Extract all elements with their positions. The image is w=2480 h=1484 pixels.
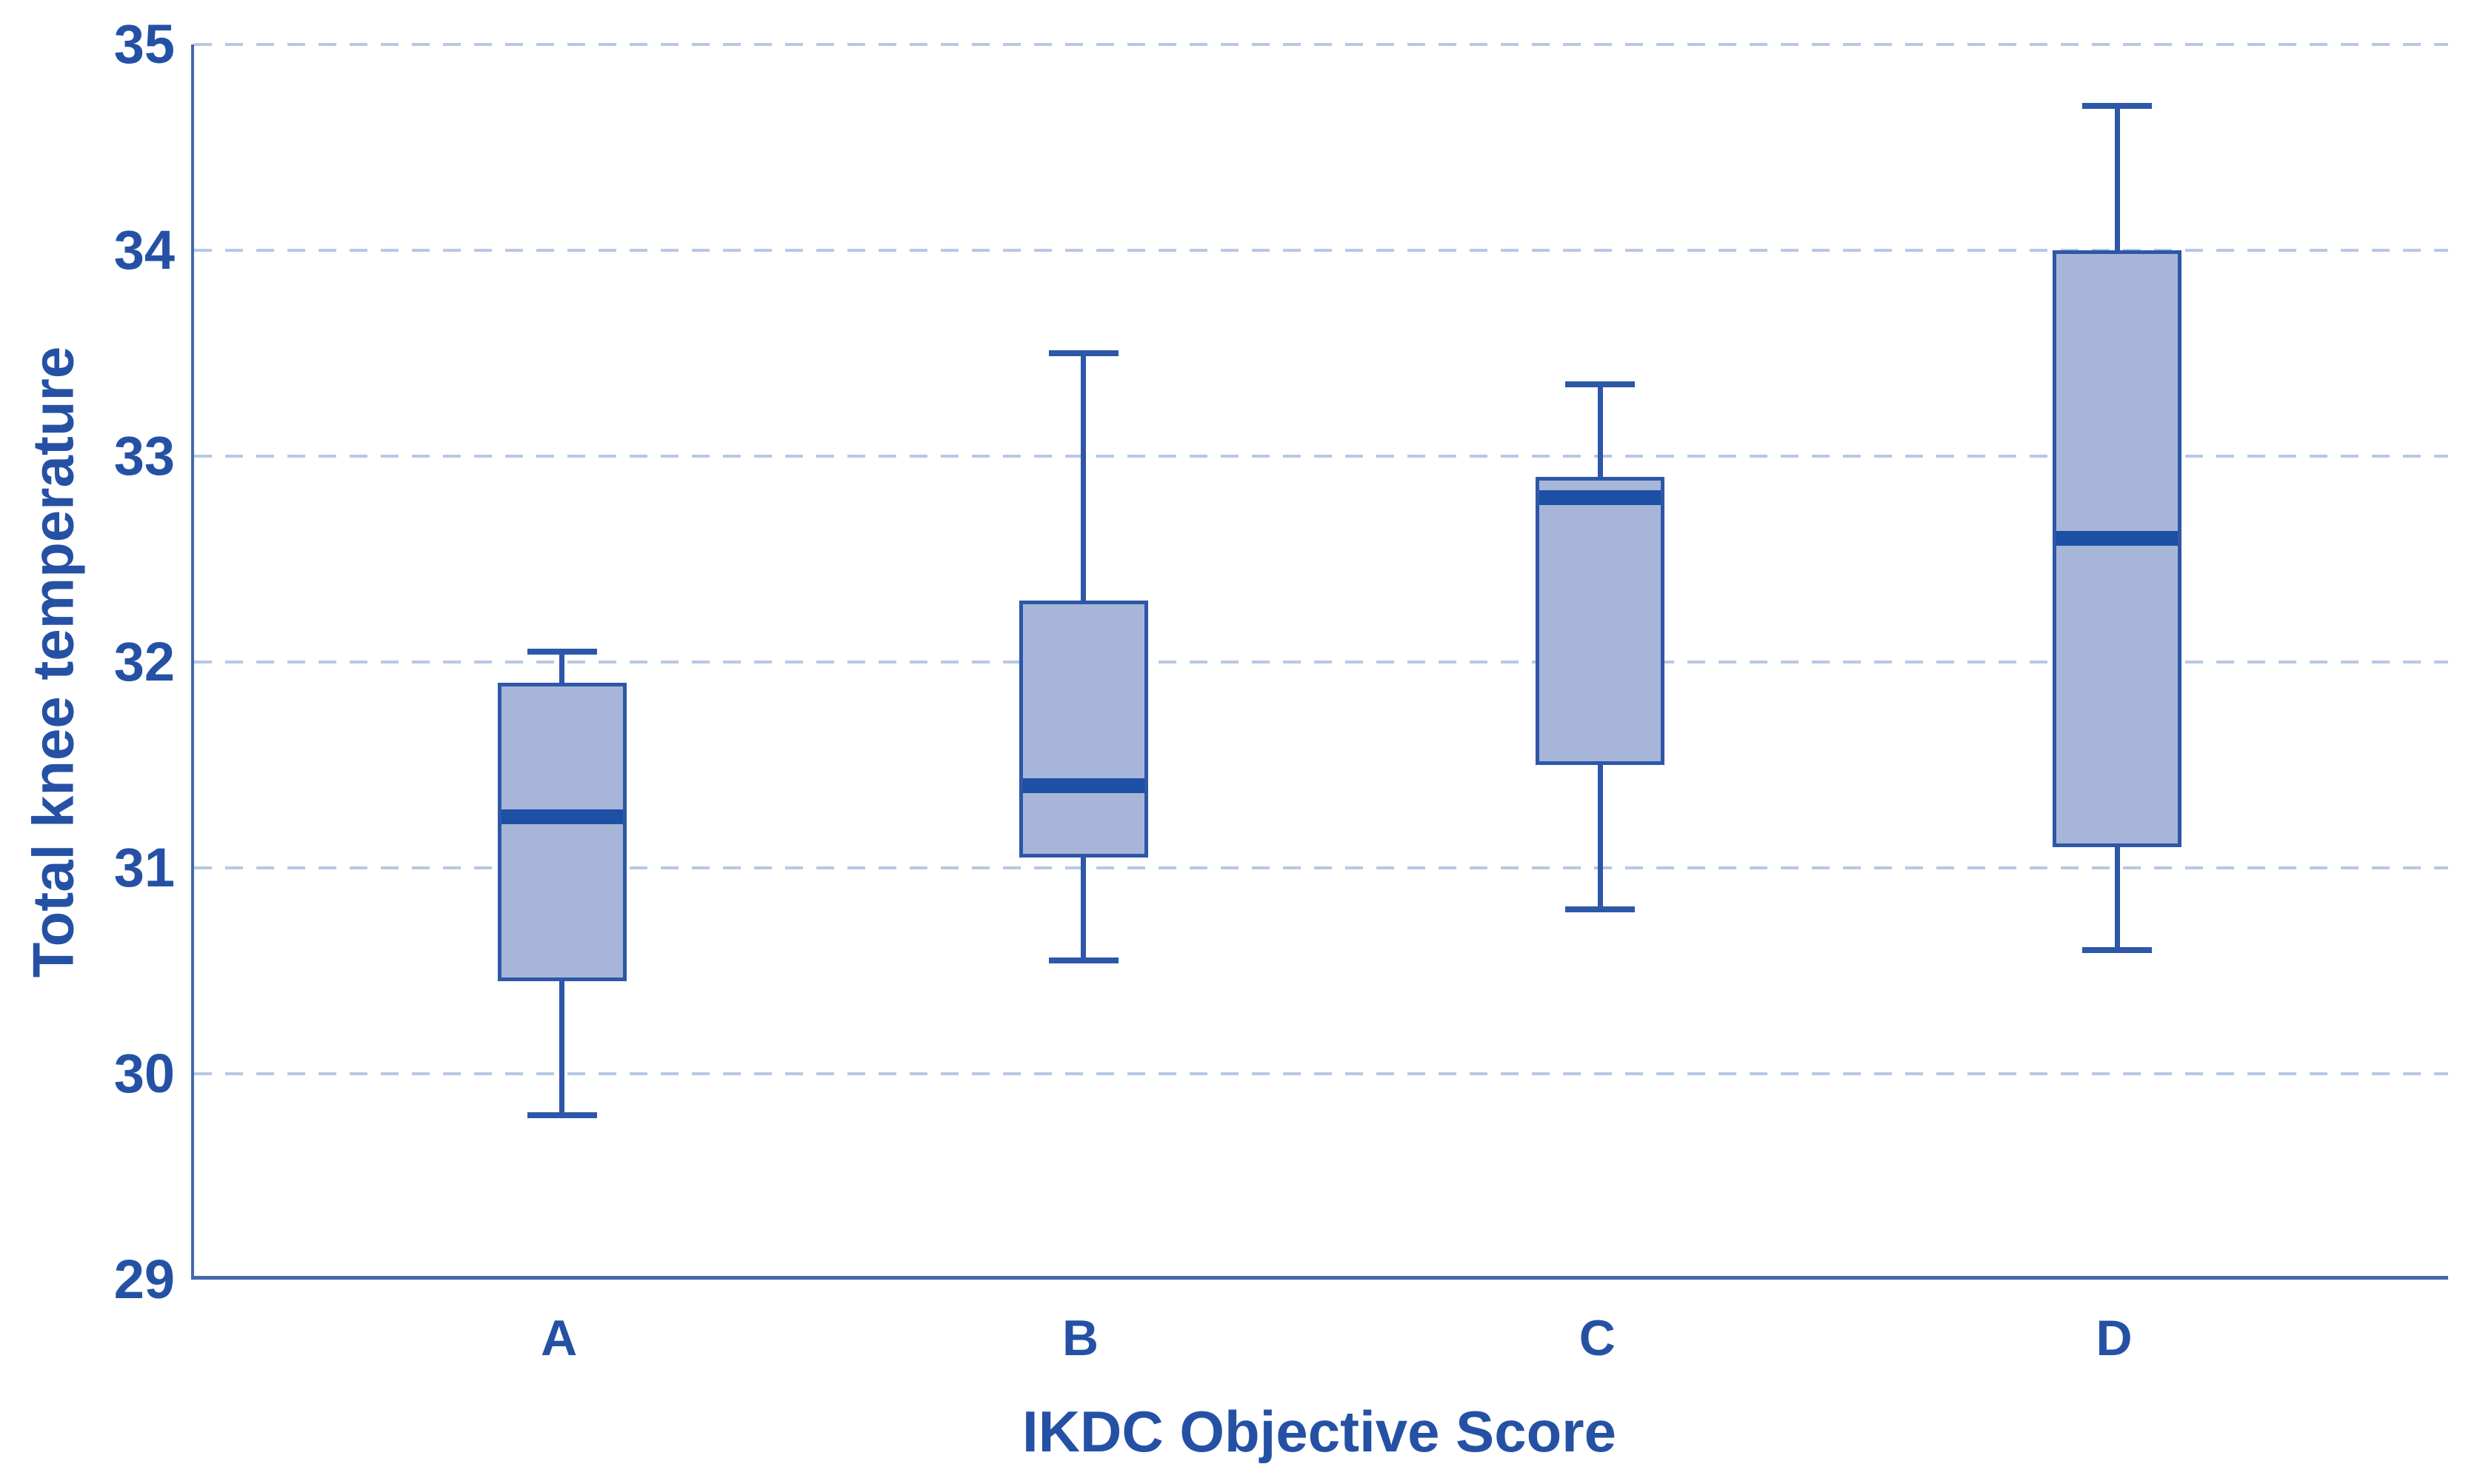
lower-whisker-cap-C xyxy=(1565,906,1636,912)
upper-whisker-C xyxy=(1597,384,1603,477)
gridline-y-34 xyxy=(194,249,2448,252)
x-tick-label-A: A xyxy=(541,1310,578,1366)
y-tick-label-34: 34 xyxy=(113,219,175,281)
box-D xyxy=(2053,250,2182,848)
upper-whisker-A xyxy=(559,652,565,683)
lower-whisker-B xyxy=(1081,858,1087,961)
y-tick-label-32: 32 xyxy=(113,631,175,692)
median-line-B xyxy=(1022,778,1144,793)
y-tick-label-29: 29 xyxy=(113,1249,175,1310)
gridline-y-30 xyxy=(194,1072,2448,1075)
upper-whisker-B xyxy=(1081,353,1087,601)
lower-whisker-cap-A xyxy=(527,1112,597,1118)
y-tick-label-30: 30 xyxy=(113,1043,175,1104)
median-line-A xyxy=(501,809,623,824)
gridline-y-33 xyxy=(194,455,2448,458)
upper-whisker-cap-B xyxy=(1048,350,1119,356)
gridline-y-32 xyxy=(194,661,2448,664)
box-A xyxy=(497,682,627,981)
lower-whisker-cap-D xyxy=(2082,947,2153,954)
lower-whisker-cap-B xyxy=(1048,957,1119,964)
y-tick-label-31: 31 xyxy=(113,837,175,898)
median-line-C xyxy=(1539,489,1661,505)
box-C xyxy=(1536,476,1665,765)
box-B xyxy=(1019,600,1148,858)
lower-whisker-A xyxy=(559,980,565,1115)
y-tick-label-35: 35 xyxy=(113,13,175,75)
x-tick-label-D: D xyxy=(2096,1310,2133,1366)
upper-whisker-cap-D xyxy=(2082,103,2153,110)
median-line-D xyxy=(2056,531,2179,547)
x-tick-label-C: C xyxy=(1579,1310,1616,1366)
gridline-y-35 xyxy=(194,43,2448,46)
upper-whisker-D xyxy=(2114,106,2120,250)
x-axis-title: IKDC Objective Score xyxy=(1022,1399,1616,1464)
y-tick-label-33: 33 xyxy=(113,425,175,487)
gridline-y-31 xyxy=(194,866,2448,869)
upper-whisker-cap-C xyxy=(1565,381,1636,387)
x-tick-label-B: B xyxy=(1061,1310,1099,1366)
upper-whisker-cap-A xyxy=(527,649,597,655)
lower-whisker-D xyxy=(2114,847,2120,951)
lower-whisker-C xyxy=(1597,765,1603,909)
plot-area xyxy=(191,43,2448,1280)
